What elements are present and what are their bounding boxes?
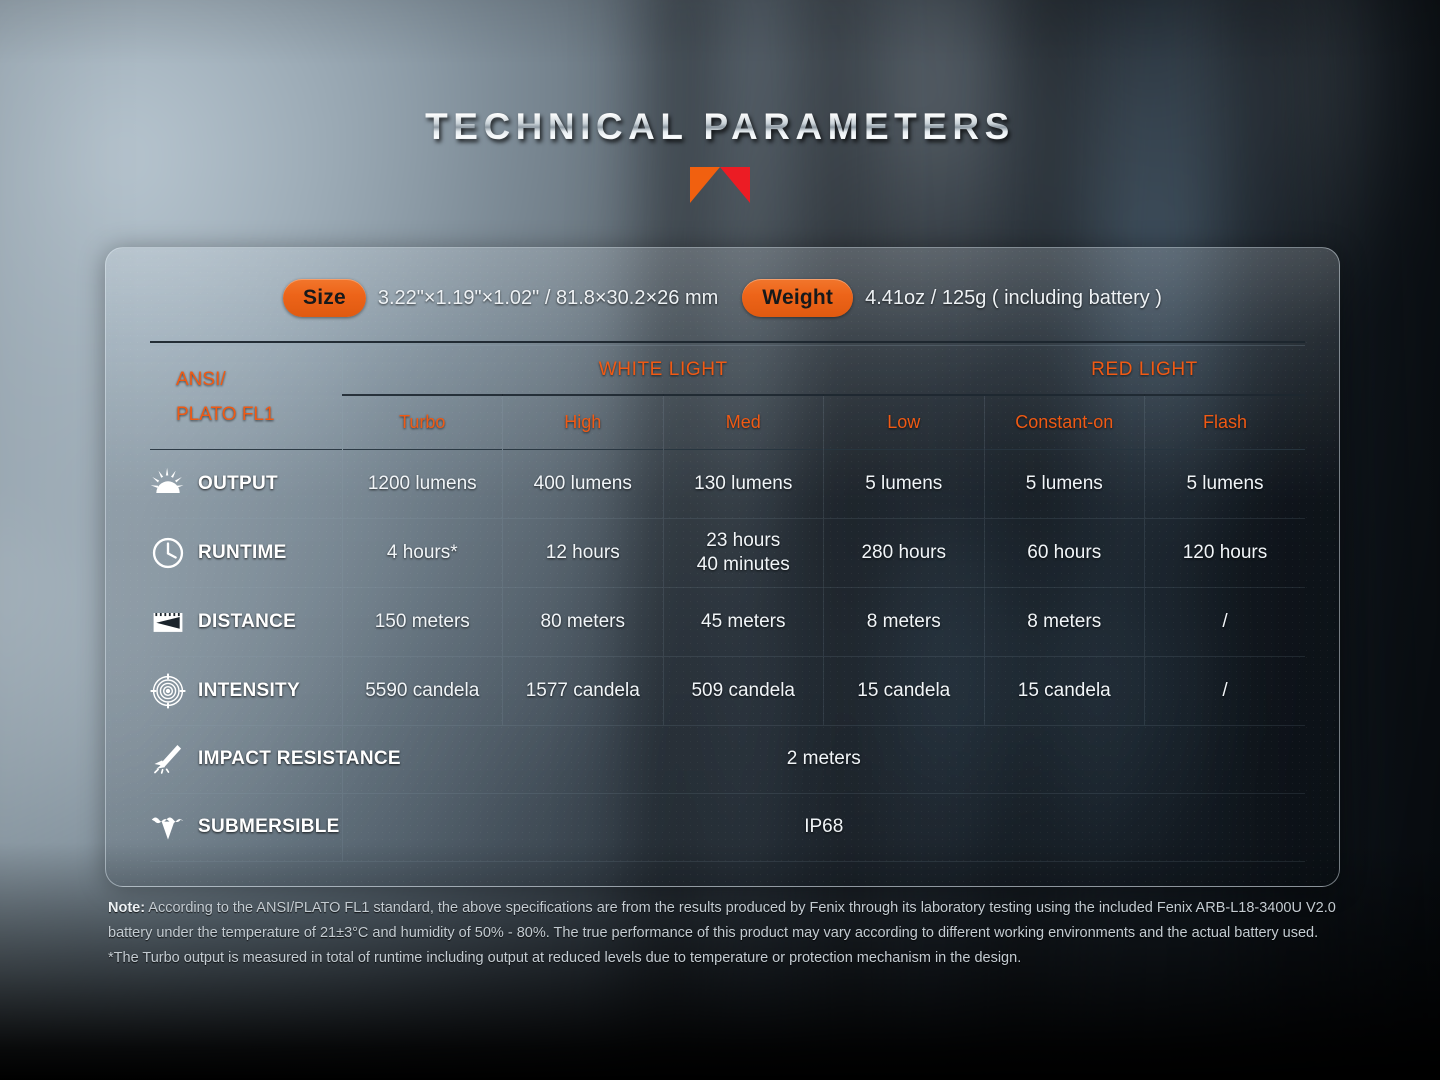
cell-intensity-med: 509 candela — [662, 655, 824, 726]
specs-table: ANSI/ PLATO FL1 WHITE LIGHT RED LIGHT Tu… — [150, 341, 1305, 862]
table-row: OUTPUT 1200 lumens 400 lumens 130 lumens… — [150, 448, 1305, 519]
mode-header-flash: Flash — [1144, 395, 1305, 449]
cell-impact-resistance-value: 2 meters — [341, 724, 1305, 794]
size-weight-row: Size 3.22"×1.19"×1.02" / 81.8×30.2×26 mm… — [106, 278, 1339, 318]
sunburst-icon — [150, 467, 184, 493]
row-label-text: OUTPUT — [198, 472, 278, 494]
corner-label-line2: PLATO FL1 — [176, 404, 275, 425]
cell-distance-high: 80 meters — [502, 586, 663, 657]
weight-value: 4.41oz / 125g ( including battery ) — [865, 286, 1162, 309]
corner-label-line1: ANSI/ — [176, 369, 226, 390]
group-white-light: WHITE LIGHT — [342, 345, 984, 396]
chevron-down-icon — [690, 167, 750, 209]
cell-runtime-constant-on: 60 hours — [983, 517, 1145, 588]
mode-header-constant-on: Constant-on — [983, 395, 1145, 449]
table-row: INTENSITY 5590 candela 1577 candela 509 … — [150, 655, 1305, 726]
note-paragraph-2: *The Turbo output is measured in total o… — [108, 950, 1022, 966]
cell-distance-low: 8 meters — [823, 586, 984, 657]
row-label-distance: DISTANCE — [150, 586, 342, 657]
cell-output-flash: 5 lumens — [1144, 448, 1305, 519]
cell-output-low: 5 lumens — [823, 448, 984, 519]
cell-intensity-turbo: 5590 candela — [341, 655, 503, 726]
row-label-text: SUBMERSIBLE — [198, 816, 340, 838]
page-title: TECHNICAL PARAMETERS — [425, 106, 1015, 147]
note-block: Note: According to the ANSI/PLATO FL1 st… — [108, 896, 1348, 971]
cell-intensity-high: 1577 candela — [502, 655, 663, 726]
row-label-output: OUTPUT — [150, 448, 342, 519]
table-row: DISTANCE 150 meters 80 meters 45 meters … — [150, 586, 1305, 657]
specs-panel: Size 3.22"×1.19"×1.02" / 81.8×30.2×26 mm… — [105, 247, 1340, 887]
note-prefix: Note: — [108, 900, 146, 916]
beam-distance-icon — [153, 612, 183, 632]
note-paragraph-1: Note: According to the ANSI/PLATO FL1 st… — [108, 896, 1348, 946]
cell-distance-turbo: 150 meters — [341, 586, 503, 657]
row-label-text: INTENSITY — [198, 679, 300, 701]
table-row: RUNTIME 4 hours* 12 hours 23 hours 40 min… — [150, 517, 1305, 588]
cell-runtime-flash: 120 hours — [1144, 517, 1305, 588]
cell-runtime-med: 23 hours 40 minutes — [662, 517, 824, 588]
cell-distance-med: 45 meters — [662, 586, 824, 657]
chevron-left-half — [690, 167, 720, 203]
row-label-submersible: SUBMERSIBLE — [150, 792, 342, 862]
row-label-impact-resistance: IMPACT RESISTANCE — [150, 724, 401, 794]
cell-output-turbo: 1200 lumens — [341, 448, 503, 519]
mode-header-row: Turbo High Med Low Constant-on Flash — [150, 395, 1305, 449]
cell-runtime-low: 280 hours — [823, 517, 984, 588]
cell-distance-flash: / — [1144, 586, 1305, 657]
group-header-row: ANSI/ PLATO FL1 WHITE LIGHT RED LIGHT — [150, 345, 1305, 449]
row-label-intensity: INTENSITY — [150, 655, 342, 726]
submersible-icon — [151, 817, 184, 840]
table-row: IMPACT RESISTANCE 2 meters — [150, 724, 1305, 794]
title-block: TECHNICAL PARAMETERS — [0, 108, 1440, 209]
clock-icon — [152, 537, 184, 568]
size-value: 3.22"×1.19"×1.02" / 81.8×30.2×26 mm — [377, 286, 719, 309]
chevron-right-half — [720, 167, 750, 203]
mode-header-turbo: Turbo — [341, 395, 503, 449]
row-label-text: DISTANCE — [198, 610, 297, 632]
cell-intensity-flash: / — [1144, 655, 1305, 726]
cell-submersible-value: IP68 — [341, 792, 1305, 862]
cell-runtime-turbo: 4 hours* — [341, 517, 503, 588]
impact-icon — [154, 745, 182, 774]
cell-runtime-high: 12 hours — [502, 517, 663, 588]
row-label-text: IMPACT RESISTANCE — [198, 748, 401, 770]
cell-output-high: 400 lumens — [502, 448, 663, 519]
note-text-1: According to the ANSI/PLATO FL1 standard… — [108, 900, 1336, 941]
mode-header-med: Med — [662, 395, 824, 449]
cell-output-med: 130 lumens — [662, 448, 824, 519]
mode-header-low: Low — [823, 395, 984, 449]
group-red-light: RED LIGHT — [984, 345, 1305, 396]
target-intensity-icon — [150, 672, 186, 709]
cell-intensity-constant-on: 15 candela — [983, 655, 1145, 726]
cell-output-constant-on: 5 lumens — [983, 448, 1145, 519]
table-row: SUBMERSIBLE IP68 — [150, 792, 1305, 862]
cell-distance-constant-on: 8 meters — [983, 586, 1145, 657]
row-label-runtime: RUNTIME — [150, 517, 342, 588]
cell-intensity-low: 15 candela — [823, 655, 984, 726]
table-top-rule — [150, 341, 1305, 346]
weight-badge: Weight — [742, 279, 854, 317]
size-badge: Size — [283, 279, 366, 317]
mode-header-high: High — [502, 395, 663, 449]
corner-label: ANSI/ PLATO FL1 — [150, 345, 343, 449]
row-label-text: RUNTIME — [198, 541, 287, 563]
